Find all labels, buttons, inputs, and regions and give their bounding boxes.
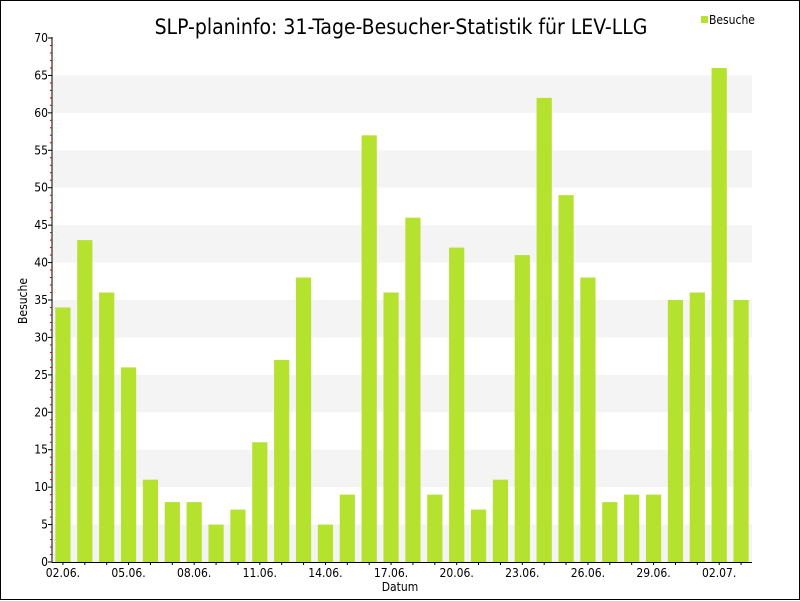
x-tick-label: 20.06. [440,566,474,580]
grid-band [52,75,752,113]
bar [711,67,727,562]
legend: Besuche [701,13,755,27]
x-tick-label: 17.06. [374,566,408,580]
x-tick-label: 14.06. [308,566,342,580]
bar [208,524,224,562]
x-tick-label: 29.06. [636,566,670,580]
y-tick-label: 25 [34,368,48,382]
bar [558,195,574,562]
y-tick-label: 40 [34,256,48,270]
y-tick-label: 0 [41,555,48,569]
bar [667,300,684,562]
bar [514,255,530,562]
bar [361,135,377,562]
x-tick-label: 02.06. [46,566,80,580]
bar [602,502,618,562]
bar [492,479,509,562]
y-axis-label: Besuche [16,278,30,324]
bar [142,479,159,562]
y-tick-label: 5 [41,518,48,532]
y-tick-label: 50 [34,181,48,195]
bar [645,494,662,562]
bar [120,367,137,562]
bar [55,307,71,562]
legend-swatch [701,16,708,23]
y-tick-label: 65 [34,68,48,82]
y-tick-label: 10 [34,480,48,494]
x-tick-label: 26.06. [571,566,605,580]
bar [383,292,399,562]
y-tick-label: 55 [34,143,48,157]
bar [164,502,180,562]
x-axis-label: Datum [382,580,419,594]
bar [339,494,355,562]
y-tick-label: 20 [34,405,48,419]
grid-band [52,449,752,488]
grid-band [52,374,752,413]
x-axis-ticks: 02.06. 05.06. 08.06. 11.06. 14.06. 17.06. 20.0… [46,562,742,580]
y-tick-label: 45 [34,218,48,232]
bar [230,509,246,562]
bar [186,502,202,562]
bar [252,442,268,562]
bars [55,67,749,563]
x-tick-label: 08.06. [177,566,211,580]
x-tick-label: 05.06. [111,566,145,580]
bar [99,292,115,562]
bar [470,509,487,562]
bar [624,494,640,562]
bar [317,524,334,562]
grid-band [52,150,752,188]
y-tick-label: 35 [34,293,48,307]
y-tick-label: 15 [34,443,48,457]
y-axis-ticks: 0 5 10 15 20 25 30 35 40 45 50 55 60 65 70 [34,31,52,569]
bar [689,292,705,562]
bar [405,217,421,562]
grid-bands [52,75,752,562]
bar [733,300,749,562]
bar [580,277,596,562]
grid-band [52,300,752,338]
bar [295,277,312,562]
y-tick-label: 60 [34,106,48,120]
bar [536,97,552,562]
y-tick-label: 70 [34,31,48,45]
y-tick-label: 30 [34,330,48,344]
chart-title: SLP-planinfo: 31-Tage-Besucher-Statistik… [155,15,648,39]
bar [449,247,465,562]
x-tick-label: 11.06. [243,566,277,580]
x-tick-label: 23.06. [505,566,539,580]
grid-band [52,225,752,263]
legend-label: Besuche [709,13,755,27]
bar [77,240,93,563]
bar [274,359,290,562]
bar [427,494,443,562]
x-tick-label: 02.07. [702,566,736,580]
